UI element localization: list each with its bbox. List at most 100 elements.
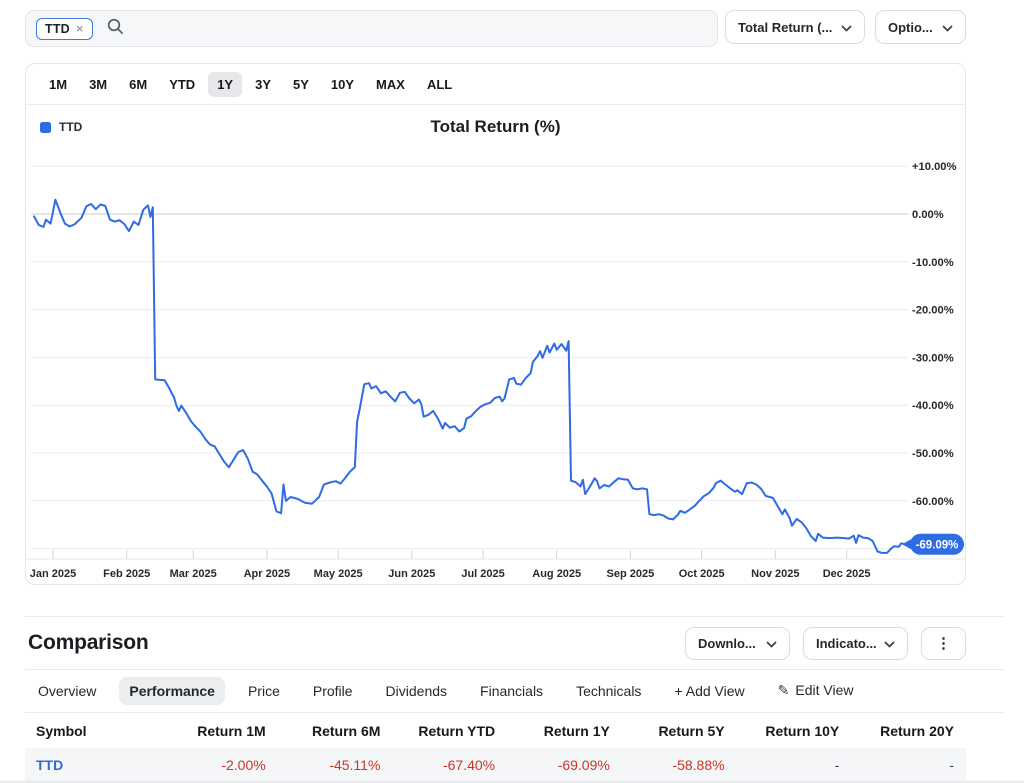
legend-swatch-ttd (40, 121, 51, 133)
bottom-band (0, 781, 1024, 783)
last-value-pointer (902, 539, 911, 550)
divider (25, 712, 1005, 713)
ticker-chip-label: TTD (45, 21, 70, 36)
column-header-return-20y: Return 20Y (880, 722, 954, 739)
return-value: -2.00% (221, 756, 266, 773)
column-header-return-1m: Return 1M (197, 722, 266, 739)
column-header-return-1y: Return 1Y (543, 722, 610, 739)
chart-legend: TTD (40, 120, 82, 134)
chart-card: 1M 3M 6M YTD 1Y 3Y 5Y 10Y MAX ALL TTD Total Retur… (25, 63, 966, 585)
options-dropdown-label: Optio... (888, 19, 933, 35)
last-value-badge (910, 533, 964, 555)
symbol-link[interactable]: TTD (36, 756, 64, 773)
download-dropdown-label: Downlo... (698, 635, 756, 651)
tab-profile[interactable]: Profile (303, 677, 363, 705)
x-axis-label: Feb 2025 (103, 568, 150, 580)
download-dropdown[interactable]: Downlo... (685, 626, 790, 660)
return-value: - (834, 756, 840, 773)
x-axis-label: Aug 2025 (532, 568, 581, 580)
more-options-button[interactable]: ⋮ (921, 626, 966, 660)
x-axis-label: Mar 2025 (170, 568, 217, 580)
chart-title: Total Return (%) (430, 117, 561, 136)
tab-financials[interactable]: Financials (470, 677, 553, 705)
range-tab-6m[interactable]: 6M (120, 72, 156, 97)
y-axis-label: +10.00% (912, 161, 957, 173)
range-tab-all[interactable]: ALL (418, 72, 461, 97)
ttd-return-line (33, 198, 907, 554)
table-row: TTD -2.00% -45.11% -67.40% -69.09% -58.88% - - (25, 748, 966, 781)
x-axis-label: Sep 2025 (607, 568, 655, 580)
top-toolbar: TTD × Total Return (... Optio... (0, 0, 1024, 47)
range-tab-ytd[interactable]: YTD (160, 72, 204, 97)
metric-dropdown[interactable]: Total Return (... (725, 10, 865, 44)
range-tabs: 1M 3M 6M YTD 1Y 3Y 5Y 10Y MAX ALL (26, 64, 965, 105)
indicators-dropdown-label: Indicato... (816, 635, 877, 651)
edit-view-label: Edit View (795, 682, 854, 698)
return-value: - (949, 756, 954, 773)
column-header-return-5y: Return 5Y (658, 722, 725, 739)
table-header-row: Symbol Return 1M Return 6M Return YTD Return… (25, 713, 966, 748)
comparison-heading: Comparison (28, 631, 149, 654)
y-axis-label: -10.00% (912, 257, 954, 269)
last-value-badge-label: -69.09% (916, 539, 959, 551)
comparison-table: Symbol Return 1M Return 6M Return YTD Return… (25, 713, 966, 781)
range-tab-max[interactable]: MAX (367, 72, 414, 97)
x-axis-label: Oct 2025 (679, 568, 725, 580)
return-value: -58.88% (672, 756, 725, 773)
range-tab-10y[interactable]: 10Y (322, 72, 363, 97)
return-value: -69.09% (557, 756, 610, 773)
return-value: -67.40% (442, 756, 496, 773)
range-tab-3y[interactable]: 3Y (246, 72, 280, 97)
x-axis-label: Apr 2025 (244, 568, 290, 580)
chevron-down-icon (766, 636, 777, 651)
tab-technicals[interactable]: Technicals (566, 677, 651, 705)
add-view-button[interactable]: + Add View (664, 677, 754, 705)
pencil-icon: ✎ (777, 682, 790, 698)
comparison-tabs: Overview Performance Price Profile Dividends… (25, 670, 985, 712)
chart-header: TTD Total Return (%) (26, 105, 965, 146)
chart-plot-area[interactable]: +10.00% 0.00% -10.00% -20.00% -30.00% -40.00%… (26, 146, 965, 584)
metric-dropdown-label: Total Return (... (738, 19, 833, 35)
y-axis-label: -20.00% (912, 305, 954, 317)
column-header-return-ytd: Return YTD (418, 722, 496, 739)
tab-performance[interactable]: Performance (119, 676, 225, 705)
tab-price[interactable]: Price (238, 677, 290, 705)
y-axis-label: -50.00% (912, 448, 954, 460)
column-header-return-10y: Return 10Y (765, 722, 840, 739)
x-axis-label: Nov 2025 (751, 568, 799, 580)
range-tab-1y[interactable]: 1Y (208, 71, 243, 97)
y-axis-label: 0.00% (912, 209, 944, 221)
total-return-line-chart: +10.00% 0.00% -10.00% -20.00% -30.00% -40.00%… (26, 161, 965, 580)
y-axis-label: -40.00% (912, 400, 954, 412)
edit-view-button[interactable]: ✎ Edit View (768, 676, 864, 705)
x-axis-label: Jan 2025 (30, 568, 76, 580)
x-axis-label: Dec 2025 (823, 568, 871, 580)
range-tab-1m[interactable]: 1M (40, 72, 76, 97)
column-header-return-6m: Return 6M (311, 722, 381, 739)
options-dropdown[interactable]: Optio... (875, 10, 966, 44)
chevron-down-icon (884, 636, 895, 651)
divider (25, 616, 1005, 617)
kebab-icon: ⋮ (936, 635, 951, 652)
indicators-dropdown[interactable]: Indicato... (803, 626, 908, 660)
tab-dividends[interactable]: Dividends (376, 677, 457, 705)
y-axis-label: -30.00% (912, 352, 954, 364)
search-bar[interactable]: TTD × (25, 10, 718, 47)
divider (25, 669, 1005, 670)
y-axis-label: -60.00% (912, 496, 954, 508)
range-tab-3m[interactable]: 3M (80, 72, 116, 97)
return-value: -45.11% (329, 756, 381, 773)
chevron-down-icon (942, 20, 953, 35)
remove-ticker-icon[interactable]: × (75, 21, 84, 36)
ticker-chip[interactable]: TTD × (36, 17, 93, 40)
tab-overview[interactable]: Overview (28, 677, 106, 705)
x-axis-label: Jun 2025 (388, 568, 435, 580)
range-tab-5y[interactable]: 5Y (284, 72, 318, 97)
x-axis-label: Jul 2025 (461, 568, 504, 580)
chevron-down-icon (841, 20, 852, 35)
legend-label: TTD (59, 120, 83, 134)
x-axis-label: May 2025 (314, 568, 363, 580)
comparison-section: Comparison Downlo... Indicato... ⋮ Overv… (25, 616, 1005, 781)
search-icon (107, 18, 124, 40)
column-header-symbol: Symbol (36, 722, 87, 739)
